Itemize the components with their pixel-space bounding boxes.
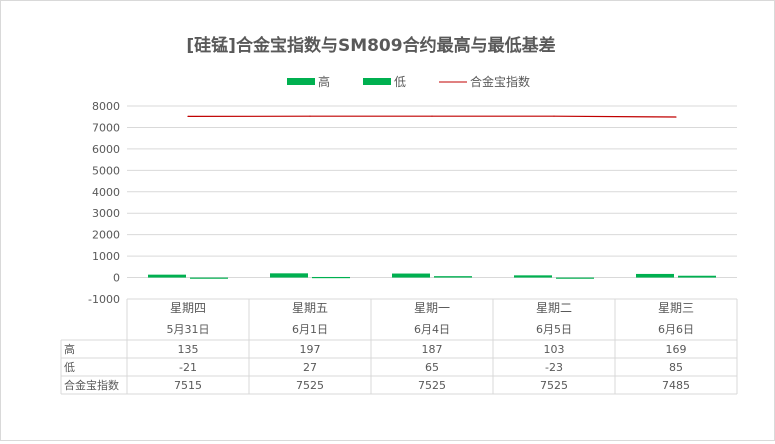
category-date: 6月6日 [658,323,694,336]
legend-label-high: 高 [318,74,330,89]
index-point [187,115,189,118]
y-tick-label: 0 [113,272,120,285]
index-point [309,115,311,117]
category-weekday: 星期四 [170,301,206,315]
legend-swatch-low [363,78,391,85]
legend: 高 低 合金宝指数 [287,74,530,89]
y-tick-label: 8000 [92,100,120,113]
table-cell: -23 [545,361,563,374]
y-axis: -1000 0 1000 2000 3000 4000 5000 6000 7000 8000 [88,100,120,306]
y-tick-label: 1000 [92,250,120,263]
bars [148,273,716,279]
bar-low [190,277,228,279]
table-cell: 197 [300,343,321,356]
table-row-label: 合金宝指数 [64,378,119,392]
index-point [553,115,555,117]
index-point [431,115,433,117]
bar-high [148,274,186,278]
y-tick-label: 3000 [92,207,120,220]
bar-high [270,273,308,278]
bar-low [678,275,716,278]
table-cell: 187 [422,343,443,356]
table-cell: 7525 [418,379,446,392]
index-point [675,116,677,118]
index-line [187,115,677,118]
table-cell: 7525 [540,379,568,392]
category-weekday: 星期五 [292,301,328,315]
table-cell: 27 [303,361,317,374]
table-cell: 7515 [174,379,202,392]
category-weekday: 星期二 [536,301,572,315]
y-tick-label: -1000 [88,293,120,306]
table-cell: 103 [544,343,565,356]
table-cell: 135 [178,343,199,356]
table-cell: 7525 [296,379,324,392]
chart-title: [硅锰]合金宝指数与SM809合约最高与最低基差 [186,35,555,56]
legend-swatch-high [287,78,315,85]
category-weekday: 星期一 [414,301,450,315]
table-cell: 85 [669,361,683,374]
table-cell: 65 [425,361,439,374]
category-date: 6月4日 [414,323,450,336]
category-date: 6月5日 [536,323,572,336]
bar-high [514,275,552,278]
bar-low [312,276,350,279]
table-cell: 169 [666,343,687,356]
legend-label-low: 低 [394,75,406,89]
y-tick-label: 4000 [92,186,120,199]
y-tick-label: 6000 [92,143,120,156]
table-cell: 7485 [662,379,690,392]
y-tick-label: 2000 [92,229,120,242]
table-row-label: 低 [64,361,75,374]
bar-low [556,277,594,279]
table-cell: -21 [179,361,197,374]
bar-high [392,273,430,278]
table-row-label: 高 [64,342,75,356]
category-date: 6月1日 [292,323,328,336]
category-date: 5月31日 [167,323,210,336]
category-weekday: 星期三 [658,301,694,315]
y-tick-label: 5000 [92,164,120,177]
bar-low [434,276,472,278]
legend-label-index: 合金宝指数 [470,74,530,89]
y-tick-label: 7000 [92,121,120,134]
gridlines [127,105,737,300]
bar-high [636,273,674,278]
